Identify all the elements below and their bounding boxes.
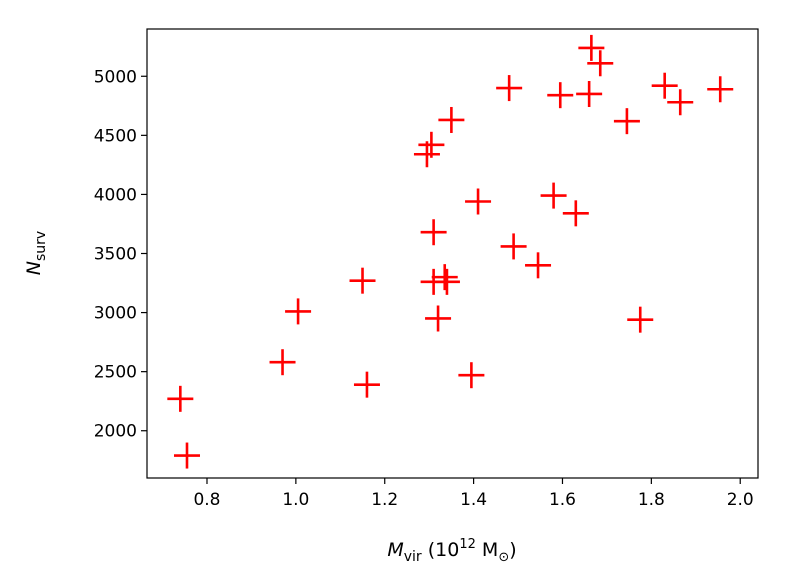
data-point-plus-marker — [349, 267, 376, 294]
y-axis-label: Nsurv — [23, 231, 49, 275]
x-axis-label-sun-symbol: ⊙ — [498, 550, 509, 565]
data-point-plus-marker — [576, 80, 603, 107]
data-point-plus-marker — [433, 268, 460, 295]
y-tick-label: 2000 — [94, 422, 137, 442]
data-point-plus-marker — [562, 200, 589, 227]
data-point-plus-marker — [353, 371, 380, 398]
y-tick-label: 3500 — [94, 245, 137, 265]
data-point-plus-marker — [547, 82, 574, 109]
x-axis-label-unit-open: (10 — [422, 539, 460, 561]
data-point-plus-marker — [578, 34, 605, 61]
data-point-plus-marker — [651, 72, 678, 99]
x-axis-label-symbol: M — [387, 539, 403, 561]
data-points — [167, 34, 734, 469]
x-tick-label: 1.4 — [460, 490, 487, 510]
data-point-plus-marker — [285, 298, 312, 325]
data-point-plus-marker — [418, 131, 445, 158]
x-tick-label: 1.0 — [282, 490, 309, 510]
data-point-plus-marker — [540, 182, 567, 209]
data-point-plus-marker — [627, 306, 654, 333]
data-point-plus-marker — [496, 75, 523, 102]
data-point-plus-marker — [167, 385, 194, 412]
plot-area — [146, 28, 759, 479]
data-point-plus-marker — [431, 264, 458, 291]
data-point-plus-marker — [613, 108, 640, 135]
y-axis-label-subscript: surv — [33, 231, 49, 261]
x-axis-label-exponent: 12 — [459, 537, 476, 552]
y-tick-label: 4000 — [94, 185, 137, 205]
x-axis-label-unit-mid: M — [476, 539, 498, 561]
data-point-plus-marker — [420, 219, 447, 246]
x-tick-label: 0.8 — [193, 490, 220, 510]
x-tick-label: 1.2 — [371, 490, 398, 510]
data-point-plus-marker — [173, 442, 200, 469]
data-point-plus-marker — [458, 362, 485, 389]
x-axis-label-unit-close: ) — [509, 539, 516, 561]
x-axis-label: Mvir (1012 M⊙) — [387, 537, 516, 565]
y-tick-label: 3000 — [94, 304, 137, 324]
data-point-plus-marker — [587, 50, 614, 77]
x-axis-ticks: 0.8 1.0 1.2 1.4 1.6 1.8 2.0 — [193, 478, 754, 510]
y-tick-label: 4500 — [94, 126, 137, 146]
data-point-plus-marker — [500, 233, 527, 260]
x-axis-label-subscript: vir — [404, 549, 422, 565]
y-tick-label: 2500 — [94, 363, 137, 383]
data-point-plus-marker — [707, 76, 734, 103]
data-point-plus-marker — [525, 252, 552, 279]
y-axis-ticks: 2000 2500 3000 3500 4000 4500 5000 — [94, 67, 147, 442]
x-tick-label: 1.8 — [638, 490, 665, 510]
data-point-plus-marker — [269, 349, 296, 376]
data-point-plus-marker — [465, 188, 492, 215]
data-point-plus-marker — [425, 305, 452, 332]
x-tick-label: 1.6 — [549, 490, 576, 510]
data-point-plus-marker — [667, 89, 694, 116]
x-tick-label: 2.0 — [727, 490, 754, 510]
data-point-plus-marker — [438, 106, 465, 133]
y-axis-label-symbol: N — [23, 261, 45, 275]
y-tick-label: 5000 — [94, 67, 137, 87]
